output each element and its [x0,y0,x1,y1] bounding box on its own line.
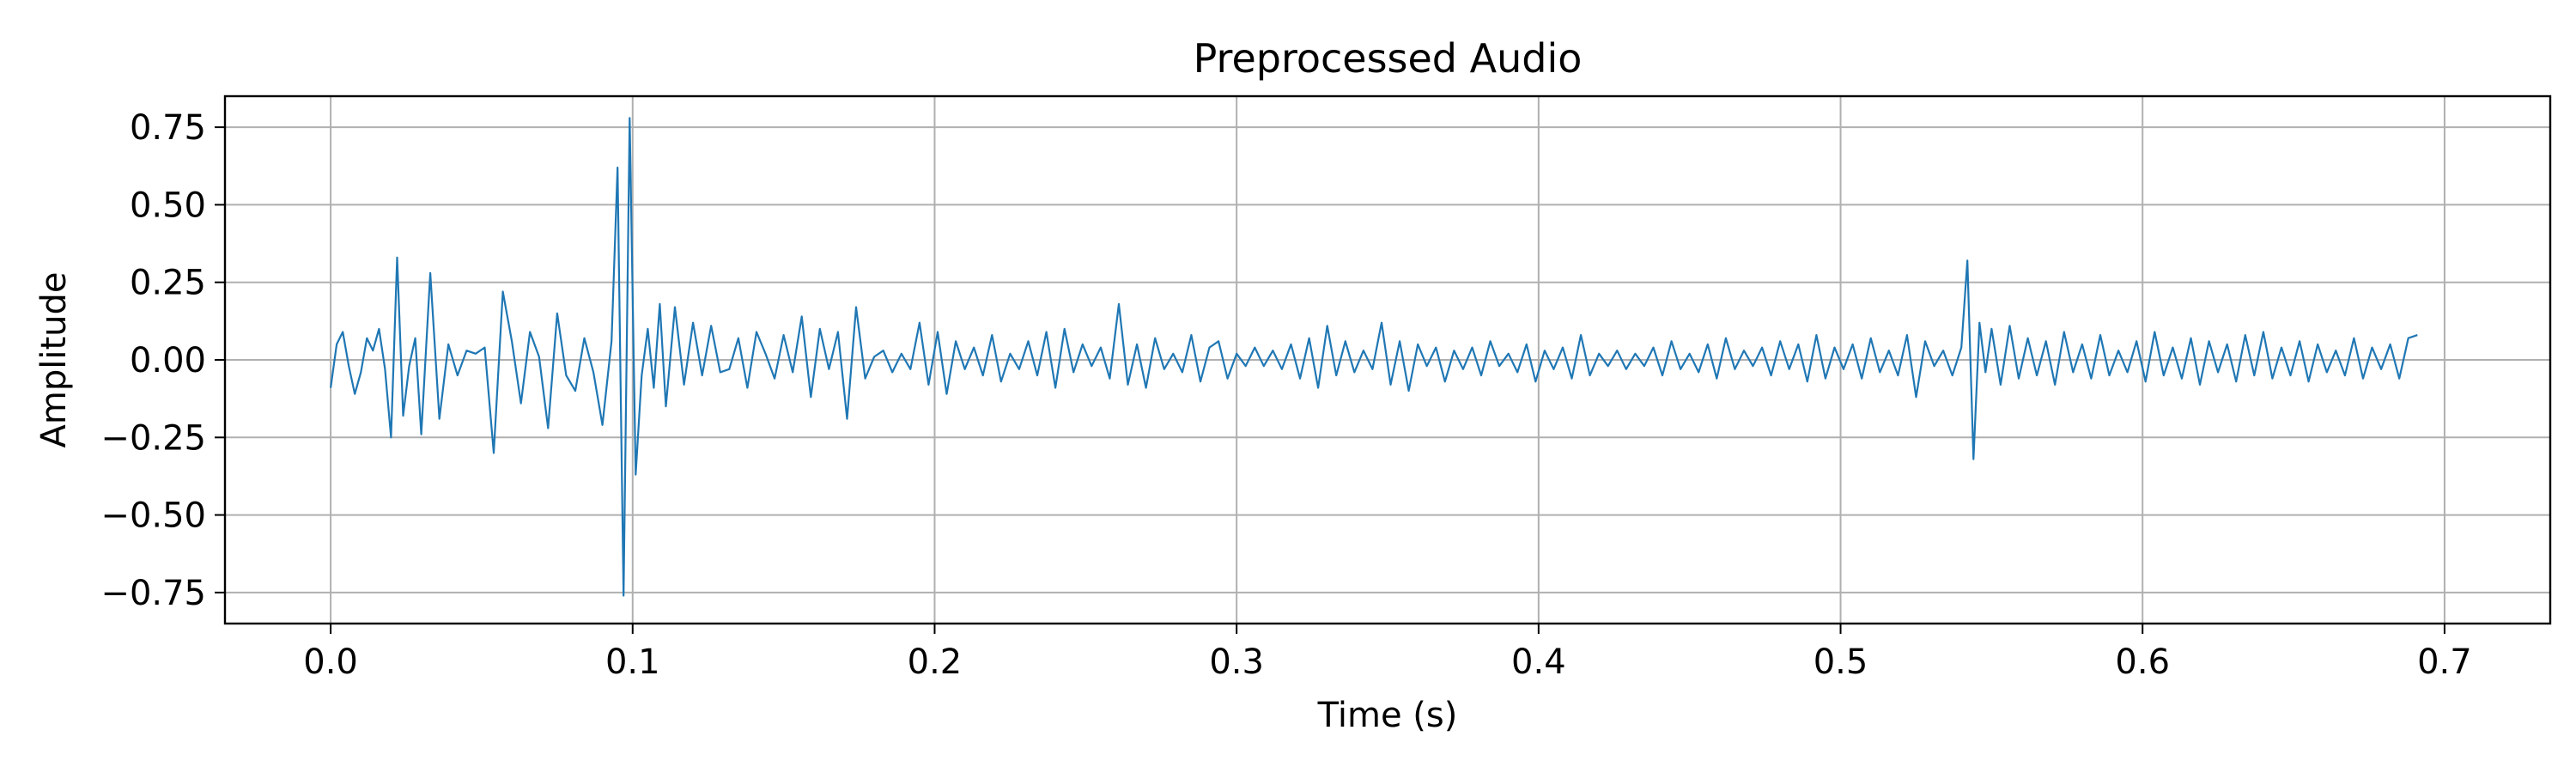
x-tick-label: 0.5 [1814,642,1868,682]
grid-lines [225,96,2550,624]
x-tick-label: 0.6 [2115,642,2170,682]
y-axis-label: Amplitude [34,272,74,448]
x-tick-label: 0.0 [303,642,358,682]
plot-area [330,117,2418,597]
x-axis-label: Time (s) [1317,696,1458,735]
x-tick-label: 0.2 [908,642,963,682]
tick-labels: 0.0 0.1 0.2 0.3 0.4 0.5 0.6 0.7 0.75 0.50 0.25 0.00… [100,108,2471,682]
axes-frame [223,94,2552,625]
y-tick-label: 0.50 [130,186,206,225]
series-line-audio [330,117,2418,597]
y-tick-label: 0.75 [130,108,206,148]
y-tick-label: 0.00 [130,341,206,380]
y-tick-label: −0.75 [100,574,206,613]
x-tick-label: 0.4 [1511,642,1566,682]
x-tick-label: 0.3 [1209,642,1264,682]
chart-title: Preprocessed Audio [1194,35,1583,82]
y-tick-label: −0.25 [100,418,206,458]
x-tick-label: 0.1 [605,642,660,682]
axis-ticks [215,126,2445,634]
y-tick-label: 0.25 [130,264,206,303]
y-tick-label: −0.50 [100,496,206,536]
x-tick-label: 0.7 [2417,642,2472,682]
